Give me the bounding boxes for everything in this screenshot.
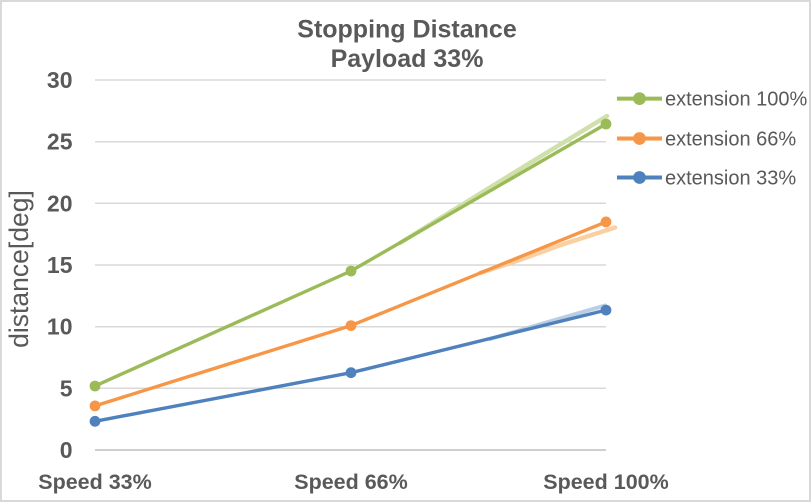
svg-text:Speed 33%: Speed 33% [38, 470, 152, 494]
svg-text:20: 20 [47, 190, 73, 216]
svg-text:30: 30 [47, 67, 73, 93]
svg-text:distance[deg]: distance[deg] [4, 190, 34, 348]
svg-text:25: 25 [47, 129, 73, 155]
svg-text:Speed 100%: Speed 100% [543, 470, 668, 494]
svg-text:Speed 66%: Speed 66% [294, 470, 408, 494]
svg-text:extension 66%: extension 66% [665, 128, 796, 150]
svg-text:extension 100%: extension 100% [665, 89, 808, 111]
svg-text:5: 5 [60, 375, 73, 401]
svg-text:15: 15 [47, 252, 73, 278]
svg-text:Payload 33%: Payload 33% [331, 45, 484, 73]
svg-text:extension 33%: extension 33% [665, 167, 796, 189]
svg-text:0: 0 [60, 437, 73, 463]
svg-text:10: 10 [47, 314, 73, 340]
svg-text:Stopping Distance: Stopping Distance [297, 16, 517, 44]
